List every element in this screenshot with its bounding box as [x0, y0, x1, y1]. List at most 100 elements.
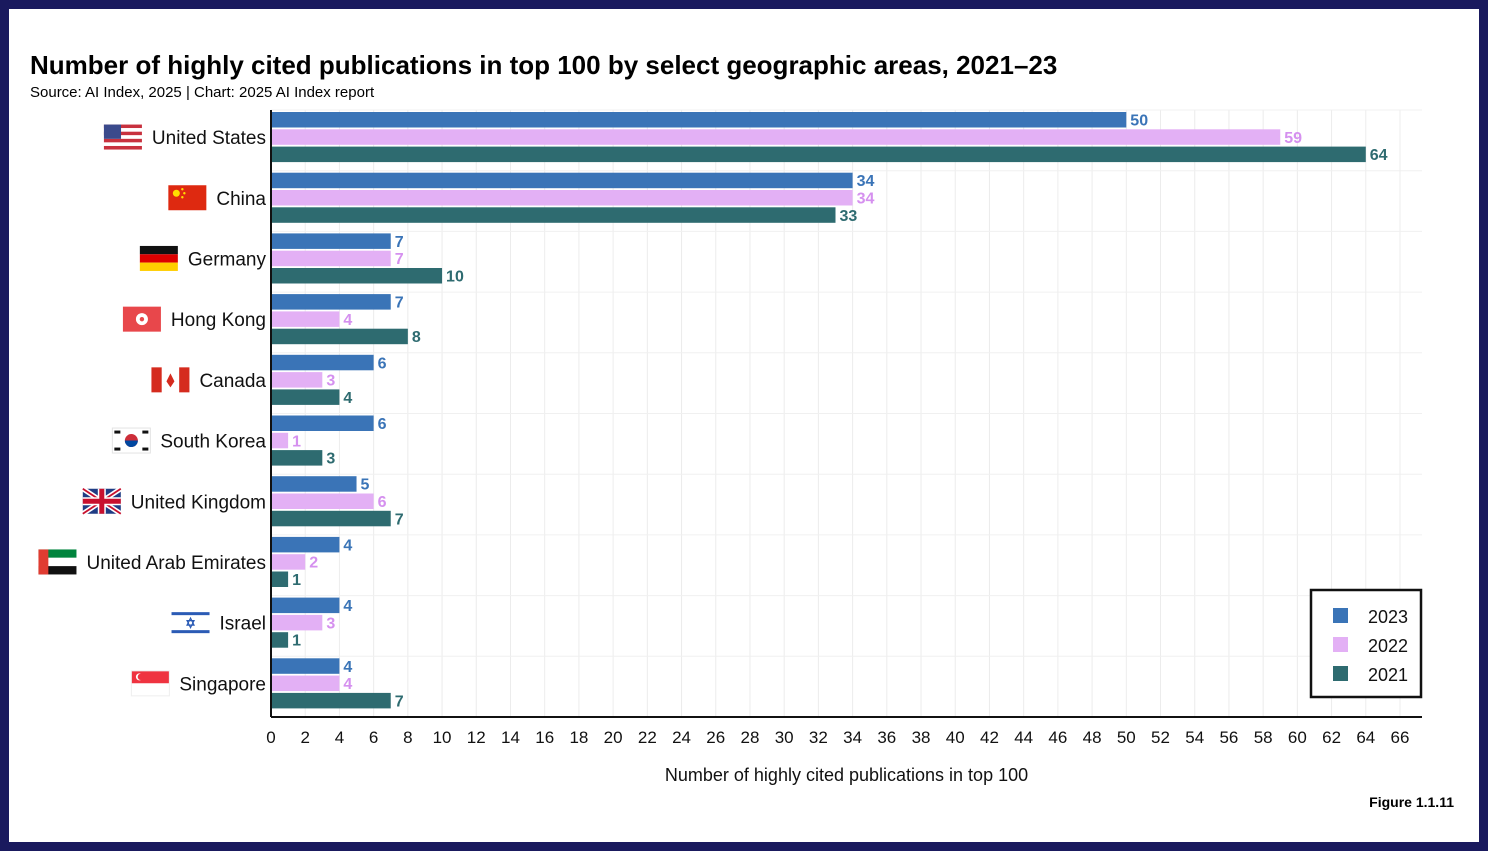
bar-2021 [271, 207, 836, 223]
category-label: China [216, 189, 266, 210]
x-tick-label: 66 [1391, 728, 1410, 747]
category-labels: United States China Germany Hong Kong Canada… [86, 128, 266, 695]
south-korea-flag-icon [111, 427, 151, 454]
x-tick-label: 56 [1219, 728, 1238, 747]
x-tick-label: 12 [467, 728, 486, 747]
bar-2021 [271, 146, 1366, 163]
x-tick-label: 0 [266, 728, 275, 747]
israel-flag-icon [171, 610, 210, 636]
x-tick-label: 18 [569, 728, 588, 747]
data-label-2021: 4 [343, 390, 352, 407]
category-label: Singapore [179, 674, 266, 695]
legend-box [1309, 588, 1423, 699]
germany-flag-icon [139, 245, 178, 271]
uae-flag-icon [38, 549, 77, 575]
category-label: United Kingdom [131, 492, 266, 513]
data-label-2021: 1 [292, 633, 301, 650]
bar-2023 [271, 476, 357, 492]
bar-2021 [271, 268, 443, 284]
singapore-flag-icon [130, 670, 170, 697]
legend-label-2022: 2022 [1368, 636, 1408, 656]
data-label-2022: 3 [326, 615, 335, 632]
category-label: United States [152, 128, 266, 149]
x-tick-label: 44 [1014, 728, 1033, 747]
bar-2023 [271, 294, 391, 310]
data-label-2023: 6 [378, 355, 387, 372]
bar-2021 [271, 571, 289, 587]
x-tick-label: 42 [980, 728, 999, 747]
x-axis-ticks: 0 2 4 6 8 10 12 14 16 18 20 22 24 26 28 30 32 34 36 38 40 42 4… [266, 728, 1409, 747]
x-tick-label: 28 [741, 728, 760, 747]
x-tick-label: 22 [638, 728, 657, 747]
category-label: South Korea [160, 432, 266, 453]
x-tick-label: 14 [501, 728, 520, 747]
data-label-2022: 6 [378, 494, 387, 511]
data-label-2023: 7 [395, 234, 404, 251]
legend-label-2023: 2023 [1368, 607, 1408, 627]
data-label-2021: 33 [840, 208, 858, 225]
data-label-2023: 4 [343, 598, 352, 615]
data-label-2021: 7 [395, 693, 404, 710]
bar-2022 [271, 675, 340, 692]
data-label-2022: 2 [309, 555, 318, 572]
x-tick-label: 20 [604, 728, 623, 747]
x-tick-label: 34 [843, 728, 862, 747]
data-label-2023: 4 [343, 537, 352, 554]
x-tick-label: 32 [809, 728, 828, 747]
legend-swatch-2022 [1333, 637, 1348, 652]
x-tick-label: 36 [877, 728, 896, 747]
data-label-2021: 7 [395, 511, 404, 528]
category-label: Germany [188, 249, 267, 270]
x-tick-label: 16 [535, 728, 554, 747]
data-label-2021: 8 [412, 329, 421, 346]
data-label-2023: 5 [361, 477, 370, 494]
data-label-2021: 1 [292, 572, 301, 589]
hong-kong-flag-icon [122, 306, 161, 332]
x-tick-label: 4 [335, 728, 344, 747]
x-tick-label: 8 [403, 728, 412, 747]
category-label: Canada [199, 371, 266, 392]
x-tick-label: 2 [300, 728, 309, 747]
flags [38, 124, 210, 697]
bar-2022 [271, 372, 323, 388]
uk-flag-icon [81, 486, 123, 516]
data-label-2022: 3 [326, 373, 335, 390]
bar-2021 [271, 510, 391, 527]
bar-2022 [271, 250, 391, 267]
legend: 2023 2022 2021 [1309, 588, 1423, 699]
x-tick-label: 10 [433, 728, 452, 747]
x-tick-label: 58 [1254, 728, 1273, 747]
bar-2021 [271, 692, 391, 709]
bar-2022 [271, 432, 289, 449]
bar-2023 [271, 233, 391, 249]
bar-2023 [271, 597, 340, 614]
bar-2022 [271, 311, 340, 327]
bars [271, 112, 1366, 709]
data-label-2021: 64 [1370, 147, 1388, 164]
data-label-2022: 59 [1284, 130, 1302, 147]
data-label-2023: 7 [395, 295, 404, 312]
bar-2023 [271, 354, 374, 371]
category-label: Israel [220, 614, 266, 635]
bar-2022 [271, 614, 323, 631]
legend-label-2021: 2021 [1368, 665, 1408, 685]
data-label-2023: 4 [343, 659, 352, 676]
data-label-2022: 34 [857, 191, 875, 208]
bar-2022 [271, 493, 374, 509]
x-tick-label: 26 [706, 728, 725, 747]
x-tick-label: 64 [1356, 728, 1375, 747]
data-label-2023: 34 [857, 173, 875, 190]
data-label-2022: 4 [343, 312, 352, 329]
figure-label: Figure 1.1.11 [1369, 794, 1454, 810]
x-tick-label: 60 [1288, 728, 1307, 747]
x-tick-label: 24 [672, 728, 691, 747]
category-label: Hong Kong [171, 310, 266, 331]
data-label-2022: 4 [343, 676, 352, 693]
legend-swatch-2023 [1333, 608, 1348, 623]
bar-2023 [271, 112, 1127, 128]
bar-2021 [271, 328, 408, 345]
data-label-2022: 1 [292, 433, 301, 450]
bar-2021 [271, 450, 323, 466]
data-label-2021: 10 [446, 269, 464, 286]
